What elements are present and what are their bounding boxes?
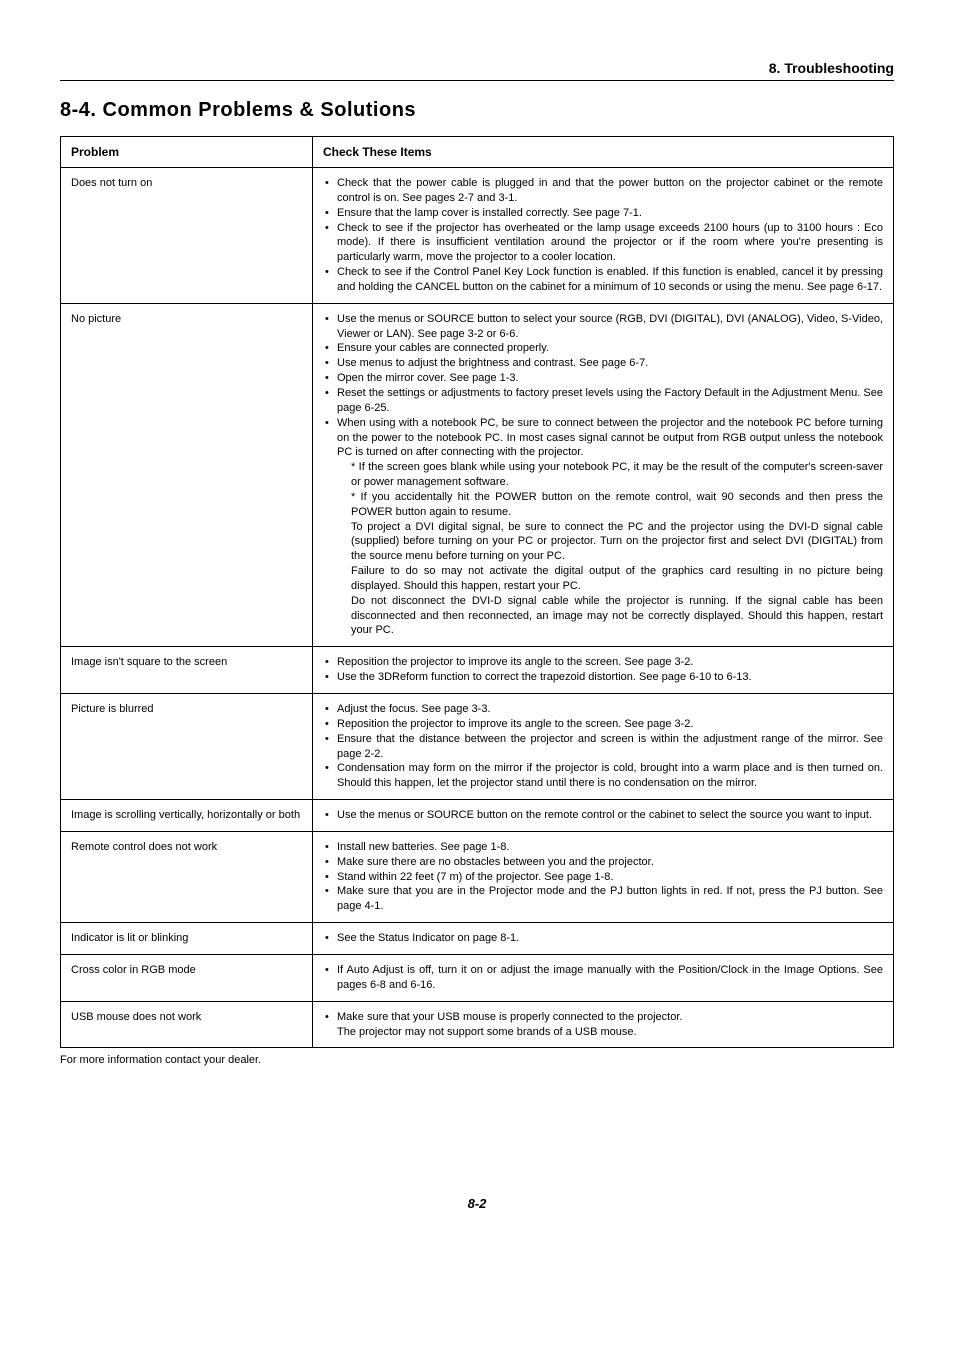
list-item-sub: Failure to do so may not activate the di… — [337, 564, 883, 594]
table-row: Remote control does not workInstall new … — [61, 831, 894, 922]
list-item: Check that the power cable is plugged in… — [323, 176, 883, 206]
list-item: Condensation may form on the mirror if t… — [323, 761, 883, 791]
problem-cell: Cross color in RGB mode — [61, 954, 313, 1001]
problem-cell: No picture — [61, 303, 313, 647]
page-number: 8-2 — [60, 1196, 894, 1211]
list-item: Use the menus or SOURCE button to select… — [323, 312, 883, 342]
list-item: If Auto Adjust is off, turn it on or adj… — [323, 963, 883, 993]
list-item-tail: The projector may not support some brand… — [337, 1025, 883, 1040]
troubleshooting-table: Problem Check These Items Does not turn … — [60, 136, 894, 1048]
check-list: Install new batteries. See page 1-8.Make… — [323, 840, 883, 914]
check-list: See the Status Indicator on page 8-1. — [323, 931, 883, 946]
table-row: Indicator is lit or blinking See the Stat… — [61, 923, 894, 955]
check-list: Check that the power cable is plugged in… — [323, 176, 883, 295]
list-item: Stand within 22 feet (7 m) of the projec… — [323, 870, 883, 885]
check-list: If Auto Adjust is off, turn it on or adj… — [323, 963, 883, 993]
col-header-problem: Problem — [61, 137, 313, 168]
table-row: Image is scrolling vertically, horizonta… — [61, 800, 894, 832]
list-item: Adjust the focus. See page 3-3. — [323, 702, 883, 717]
table-row: Image isn't square to the screen Repositi… — [61, 647, 894, 694]
list-item: Reset the settings or adjustments to fac… — [323, 386, 883, 416]
section-header: 8. Troubleshooting — [60, 60, 894, 81]
list-item: Reposition the projector to improve its … — [323, 655, 883, 670]
list-item: Use the 3DReform function to correct the… — [323, 670, 883, 685]
list-item: Ensure that the lamp cover is installed … — [323, 206, 883, 221]
list-item: Open the mirror cover. See page 1-3. — [323, 371, 883, 386]
list-item: Check to see if the projector has overhe… — [323, 221, 883, 266]
check-list: Use the menus or SOURCE button on the re… — [323, 808, 883, 823]
problem-cell: Indicator is lit or blinking — [61, 923, 313, 955]
check-cell: Make sure that your USB mouse is properl… — [313, 1001, 894, 1048]
problem-cell: Does not turn on — [61, 168, 313, 304]
table-row: Picture is blurredAdjust the focus. See … — [61, 694, 894, 800]
problem-cell: Remote control does not work — [61, 831, 313, 922]
check-cell: Reposition the projector to improve its … — [313, 647, 894, 694]
table-row: USB mouse does not work Make sure that yo… — [61, 1001, 894, 1048]
table-row: No picture Use the menus or SOURCE button… — [61, 303, 894, 647]
check-cell: If Auto Adjust is off, turn it on or adj… — [313, 954, 894, 1001]
list-item: Check to see if the Control Panel Key Lo… — [323, 265, 883, 295]
list-item: Make sure there are no obstacles between… — [323, 855, 883, 870]
list-item: Use the menus or SOURCE button on the re… — [323, 808, 883, 823]
list-item: Install new batteries. See page 1-8. — [323, 840, 883, 855]
list-item-sub: Do not disconnect the DVI-D signal cable… — [337, 594, 883, 639]
table-row: Cross color in RGB mode If Auto Adjust is… — [61, 954, 894, 1001]
problem-cell: Image isn't square to the screen — [61, 647, 313, 694]
check-list: Make sure that your USB mouse is properl… — [323, 1010, 883, 1040]
table-row: Does not turn on Check that the power cab… — [61, 168, 894, 304]
check-cell: Use the menus or SOURCE button to select… — [313, 303, 894, 647]
col-header-check: Check These Items — [313, 137, 894, 168]
main-heading: 8-4. Common Problems & Solutions — [60, 99, 894, 122]
problem-cell: Picture is blurred — [61, 694, 313, 800]
list-item: See the Status Indicator on page 8-1. — [323, 931, 883, 946]
list-item: When using with a notebook PC, be sure t… — [323, 416, 883, 639]
check-cell: Adjust the focus. See page 3-3.Repositio… — [313, 694, 894, 800]
check-list: Use the menus or SOURCE button to select… — [323, 312, 883, 639]
list-item: Reposition the projector to improve its … — [323, 717, 883, 732]
check-cell: See the Status Indicator on page 8-1. — [313, 923, 894, 955]
list-item: Ensure that the distance between the pro… — [323, 732, 883, 762]
check-list: Adjust the focus. See page 3-3.Repositio… — [323, 702, 883, 791]
list-item: Make sure that your USB mouse is properl… — [323, 1010, 883, 1040]
list-item-sub: To project a DVI digital signal, be sure… — [337, 520, 883, 565]
check-cell: Use the menus or SOURCE button on the re… — [313, 800, 894, 832]
list-item: Use menus to adjust the brightness and c… — [323, 356, 883, 371]
check-list: Reposition the projector to improve its … — [323, 655, 883, 685]
check-cell: Check that the power cable is plugged in… — [313, 168, 894, 304]
check-cell: Install new batteries. See page 1-8.Make… — [313, 831, 894, 922]
table-body: Does not turn on Check that the power cab… — [61, 168, 894, 1048]
footer-note: For more information contact your dealer… — [60, 1054, 894, 1066]
problem-cell: USB mouse does not work — [61, 1001, 313, 1048]
list-item-sub: * If the screen goes blank while using y… — [337, 460, 883, 490]
list-item: Make sure that you are in the Projector … — [323, 884, 883, 914]
list-item-sub: * If you accidentally hit the POWER butt… — [337, 490, 883, 520]
list-item: Ensure your cables are connected properl… — [323, 341, 883, 356]
problem-cell: Image is scrolling vertically, horizonta… — [61, 800, 313, 832]
